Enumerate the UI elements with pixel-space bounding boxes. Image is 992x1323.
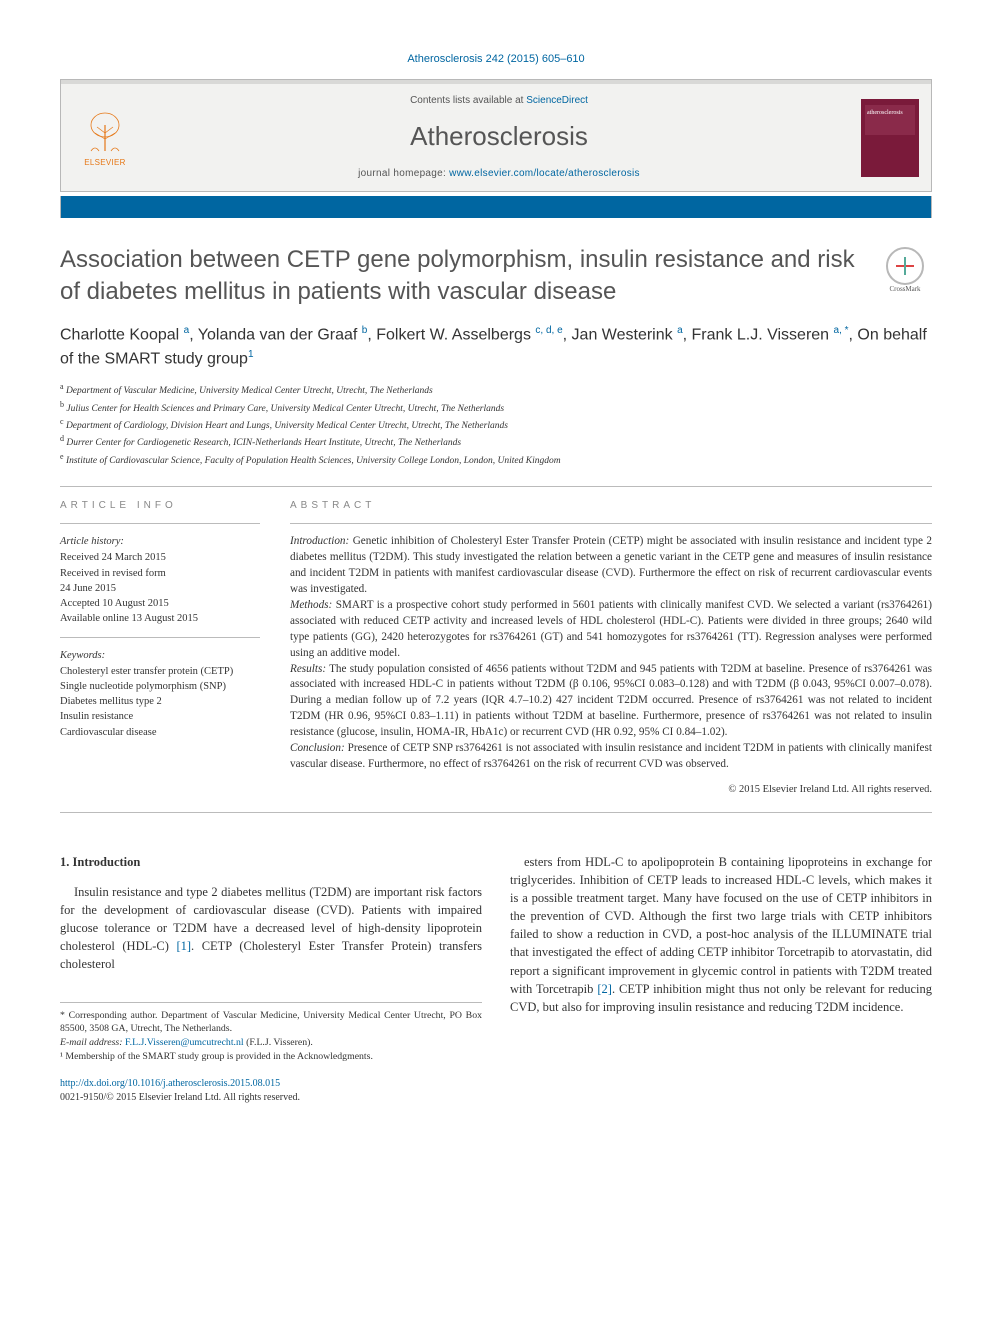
authors: Charlotte Koopal a, Yolanda van der Graa… — [60, 323, 932, 372]
abstract-text: Introduction: Genetic inhibition of Chol… — [290, 534, 932, 798]
affiliation-line: b Julius Center for Health Sciences and … — [60, 399, 932, 416]
body-columns: 1. Introduction Insulin resistance and t… — [60, 853, 932, 1064]
page: Atherosclerosis 242 (2015) 605–610 ELSEV… — [0, 0, 992, 1145]
footnote-email-label: E-mail address: — [60, 1037, 125, 1048]
abstract-conclusion-label: Conclusion: — [290, 742, 345, 754]
issn-copyright: 0021-9150/© 2015 Elsevier Ireland Ltd. A… — [60, 1091, 932, 1105]
ref-link-2[interactable]: [2] — [597, 982, 612, 996]
journal-cover-thumbnail[interactable]: atherosclerosis — [861, 99, 919, 177]
abstract-label: ABSTRACT — [290, 499, 932, 513]
body-para-2: esters from HDL-C to apolipoprotein B co… — [510, 853, 932, 1016]
accent-bar — [60, 196, 932, 218]
journal-cover-text: atherosclerosis — [867, 109, 903, 117]
elsevier-tree-icon — [81, 107, 129, 155]
ref-link-1[interactable]: [1] — [176, 939, 191, 953]
body-col-right: esters from HDL-C to apolipoprotein B co… — [510, 853, 932, 1064]
history-line: Accepted 10 August 2015 — [60, 596, 260, 611]
citation-line: Atherosclerosis 242 (2015) 605–610 — [60, 52, 932, 67]
body-para-1: Insulin resistance and type 2 diabetes m… — [60, 883, 482, 974]
contents-available-line: Contents lists available at ScienceDirec… — [137, 94, 861, 108]
keyword-line: Insulin resistance — [60, 709, 260, 724]
keywords-block: Keywords: Cholesteryl ester transfer pro… — [60, 648, 260, 740]
abstract-methods: SMART is a prospective cohort study perf… — [290, 599, 932, 659]
header-box: ELSEVIER Contents lists available at Sci… — [60, 79, 932, 191]
section-heading-introduction: 1. Introduction — [60, 853, 482, 871]
elsevier-text: ELSEVIER — [84, 157, 126, 168]
history-label: Article history: — [60, 534, 260, 549]
homepage-prefix: journal homepage: — [358, 168, 449, 179]
abstract-results: The study population consisted of 4656 p… — [290, 663, 932, 739]
header-middle: Contents lists available at ScienceDirec… — [137, 94, 861, 180]
article-info-column: ARTICLE INFO Article history: Received 2… — [60, 499, 260, 798]
affiliation-line: e Institute of Cardiovascular Science, F… — [60, 451, 932, 468]
footnote-email-link[interactable]: F.L.J.Visseren@umcutrecht.nl — [125, 1037, 244, 1048]
affiliation-line: c Department of Cardiology, Division Hea… — [60, 416, 932, 433]
header-content: ELSEVIER Contents lists available at Sci… — [61, 84, 931, 190]
rule-after-abstract — [60, 812, 932, 813]
rule-before-info — [60, 486, 932, 487]
keywords-label: Keywords: — [60, 648, 260, 663]
keyword-line: Cardiovascular disease — [60, 725, 260, 740]
abstract-copyright: © 2015 Elsevier Ireland Ltd. All rights … — [290, 783, 932, 798]
abstract-sep — [290, 523, 932, 524]
article-history-block: Article history: Received 24 March 2015R… — [60, 534, 260, 626]
footnote-membership: ¹ Membership of the SMART study group is… — [60, 1050, 482, 1064]
info-abstract-row: ARTICLE INFO Article history: Received 2… — [60, 499, 932, 798]
history-line: Received in revised form — [60, 566, 260, 581]
abstract-conclusion: Presence of CETP SNP rs3764261 is not as… — [290, 742, 932, 770]
doi-block: http://dx.doi.org/10.1016/j.atherosclero… — [60, 1077, 932, 1105]
homepage-line: journal homepage: www.elsevier.com/locat… — [137, 167, 861, 181]
abstract-intro: Genetic inhibition of Cholesteryl Ester … — [290, 535, 932, 595]
abstract-column: ABSTRACT Introduction: Genetic inhibitio… — [290, 499, 932, 798]
abstract-results-label: Results: — [290, 663, 326, 675]
homepage-link[interactable]: www.elsevier.com/locate/atherosclerosis — [449, 168, 640, 179]
contents-prefix: Contents lists available at — [410, 95, 526, 106]
affiliation-line: d Durrer Center for Cardiogenetic Resear… — [60, 433, 932, 450]
abstract-intro-label: Introduction: — [290, 535, 349, 547]
history-line: Available online 13 August 2015 — [60, 611, 260, 626]
affiliation-line: a Department of Vascular Medicine, Unive… — [60, 381, 932, 398]
keyword-line: Cholesteryl ester transfer protein (CETP… — [60, 664, 260, 679]
title-row: Association between CETP gene polymorphi… — [60, 244, 932, 309]
crossmark-label: CrossMark — [889, 285, 920, 295]
footnote-email-suffix: (F.L.J. Visseren). — [244, 1037, 313, 1048]
abstract-methods-label: Methods: — [290, 599, 332, 611]
footnote-corresponding: * Corresponding author. Department of Va… — [60, 1009, 482, 1036]
doi-link[interactable]: http://dx.doi.org/10.1016/j.atherosclero… — [60, 1078, 280, 1089]
body-col-left: 1. Introduction Insulin resistance and t… — [60, 853, 482, 1064]
article-title: Association between CETP gene polymorphi… — [60, 244, 866, 309]
footnotes: * Corresponding author. Department of Va… — [60, 1002, 482, 1064]
history-line: Received 24 March 2015 — [60, 550, 260, 565]
sciencedirect-link[interactable]: ScienceDirect — [526, 95, 588, 106]
affiliations: a Department of Vascular Medicine, Unive… — [60, 381, 932, 468]
keyword-line: Diabetes mellitus type 2 — [60, 694, 260, 709]
info-sep-2 — [60, 637, 260, 638]
history-line: 24 June 2015 — [60, 581, 260, 596]
crossmark-badge[interactable]: CrossMark — [878, 244, 932, 298]
crossmark-icon — [886, 247, 924, 285]
info-sep-1 — [60, 523, 260, 524]
footnote-email-line: E-mail address: F.L.J.Visseren@umcutrech… — [60, 1036, 482, 1050]
elsevier-logo[interactable]: ELSEVIER — [73, 103, 137, 173]
keyword-line: Single nucleotide polymorphism (SNP) — [60, 679, 260, 694]
journal-name: Atherosclerosis — [137, 118, 861, 154]
article-info-label: ARTICLE INFO — [60, 499, 260, 513]
